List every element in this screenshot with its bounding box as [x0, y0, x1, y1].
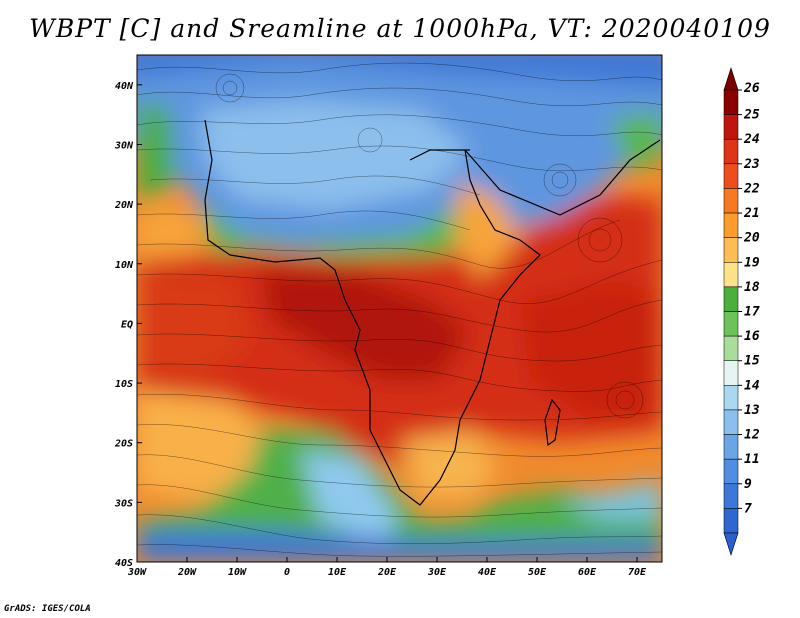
colorbar-label: 22 — [743, 181, 760, 196]
colorbar-swatch — [723, 286, 739, 312]
lat-tick-label: 30S — [114, 498, 133, 509]
colorbar-swatch — [723, 311, 739, 337]
lon-tick-label: 10E — [328, 567, 347, 578]
colorbar-label: 25 — [743, 108, 760, 123]
lon-tick-label: 30W — [127, 567, 147, 578]
wbpt-field — [137, 55, 662, 562]
lon-tick-label: 20E — [377, 567, 397, 578]
colorbar-swatch — [723, 508, 739, 534]
map-title: WBPT [C] and Sreamline at 1000hPa, VT: 2… — [29, 14, 771, 43]
colorbar: 26 25 24 23 22 21 20 19 18 17 16 15 14 13 12 11 9 7 — [723, 67, 760, 556]
lon-tick-label: 50E — [528, 567, 547, 578]
colorbar-label: 26 — [743, 81, 760, 96]
lat-tick-label: 20N — [114, 200, 134, 211]
colorbar-swatch — [723, 138, 739, 165]
colorbar-label: 9 — [744, 477, 752, 492]
lat-tick-label: 30N — [114, 140, 134, 151]
colorbar-swatch — [723, 237, 739, 263]
colorbar-label: 19 — [744, 255, 760, 270]
colorbar-label: 23 — [743, 157, 760, 172]
colorbar-label: 18 — [744, 280, 760, 295]
colorbar-swatch — [723, 385, 739, 411]
colorbar-label: 12 — [744, 428, 760, 443]
lon-tick-label: 40E — [478, 567, 497, 578]
colorbar-swatch — [723, 483, 739, 509]
lon-tick-label: 70E — [628, 567, 647, 578]
colorbar-bottom-cap — [723, 532, 739, 556]
map-figure: 30W 20W 10W 0 10E 20E 30E 40E 50E 60E 70E 40N 30N 20… — [114, 54, 760, 578]
lon-tick-label: 30E — [427, 567, 447, 578]
colorbar-label: 14 — [744, 378, 760, 393]
colorbar-swatch — [723, 114, 739, 140]
colorbar-top-cap — [723, 67, 739, 91]
colorbar-label: 24 — [743, 132, 760, 147]
colorbar-label: 13 — [744, 403, 760, 418]
colorbar-swatch — [723, 163, 739, 189]
colorbar-swatch — [723, 409, 739, 435]
lat-tick-label: 10N — [115, 260, 134, 271]
grads-credit: GrADS: IGES/COLA — [4, 604, 91, 614]
lon-tick-label: 20W — [177, 567, 197, 578]
lat-tick-label: 40S — [115, 558, 133, 569]
colorbar-label: 16 — [744, 329, 760, 344]
streamlines — [137, 62, 662, 557]
map-frame — [136, 54, 663, 563]
colorbar-swatch — [723, 212, 739, 238]
colorbar-label: 20 — [743, 231, 760, 246]
colorbar-label: 15 — [744, 354, 760, 369]
colorbar-swatch — [723, 360, 739, 386]
colorbar-swatch — [723, 188, 739, 214]
longitude-axis: 30W 20W 10W 0 10E 20E 30E 40E 50E 60E 70E — [127, 557, 647, 578]
lat-tick-label: 20S — [114, 439, 133, 450]
colorbar-swatch — [723, 458, 739, 485]
lat-tick-label: EQ — [121, 319, 133, 330]
latitude-axis: 40N 30N 20N 10N EQ 10S 20S 30S 40S — [114, 81, 142, 569]
colorbar-label: 17 — [744, 305, 760, 320]
colorbar-swatch — [723, 335, 739, 361]
colorbar-swatch — [723, 89, 739, 115]
colorbar-label: 11 — [744, 452, 760, 467]
colorbar-swatch — [723, 262, 739, 288]
lon-tick-label: 60E — [578, 567, 597, 578]
colorbar-label: 7 — [744, 501, 752, 516]
lon-tick-label: 0 — [284, 567, 290, 578]
lon-tick-label: 10W — [228, 567, 247, 578]
colorbar-label: 21 — [743, 206, 760, 221]
coastlines — [204, 119, 661, 506]
lat-tick-label: 10S — [115, 379, 133, 390]
colorbar-swatch — [723, 434, 739, 460]
lat-tick-label: 40N — [115, 81, 134, 92]
